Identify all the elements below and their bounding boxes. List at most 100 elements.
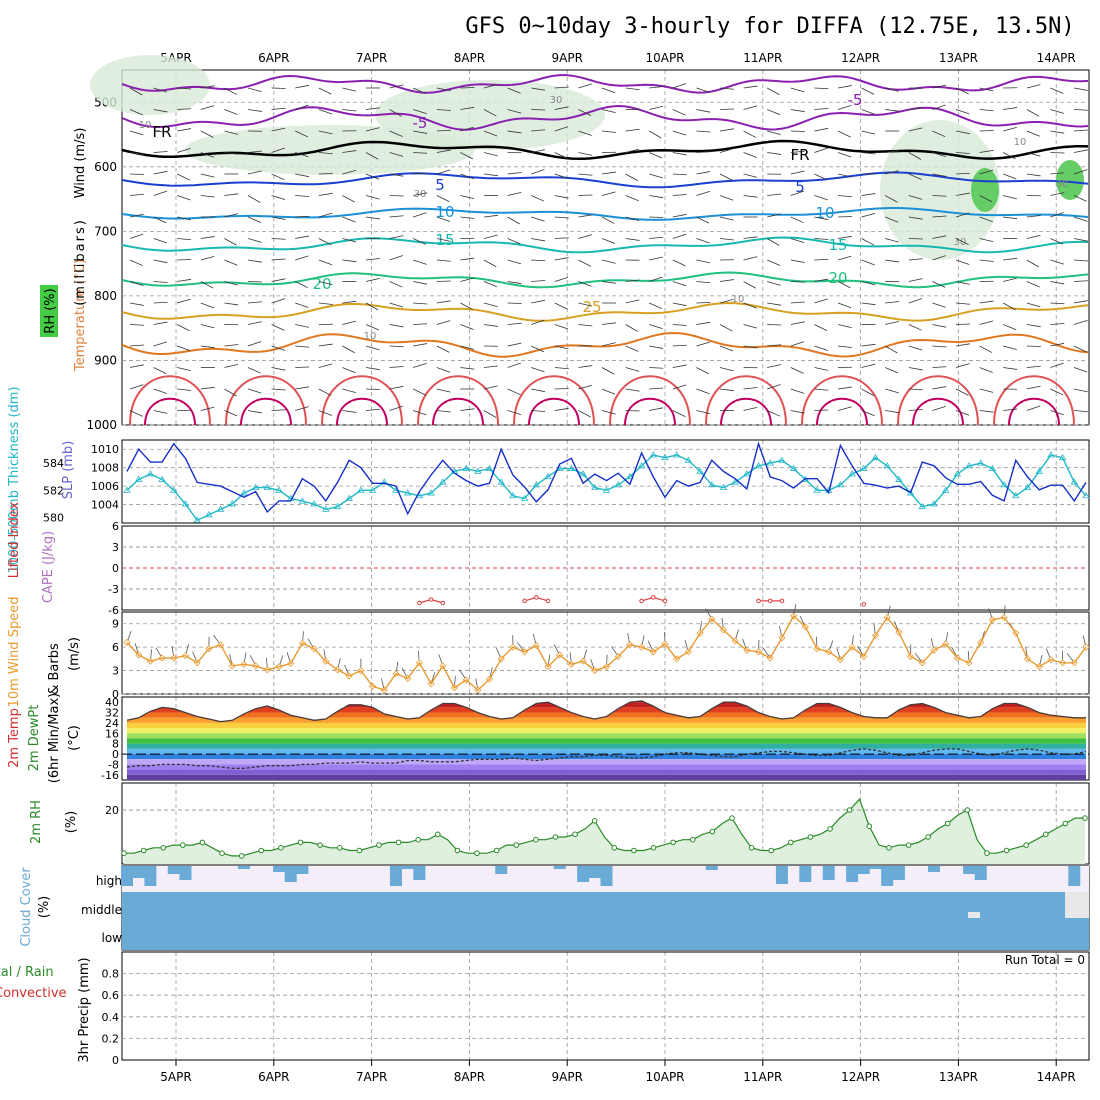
cape-label: CAPE (J/kg) <box>41 531 56 603</box>
wind-barb <box>625 324 638 332</box>
wind-barb <box>295 345 310 348</box>
wind-barb <box>129 193 144 196</box>
temp-tick: 0 <box>112 748 119 761</box>
wind-barb <box>743 324 758 329</box>
thickness-marker <box>1047 451 1055 458</box>
wind-barb <box>531 238 546 242</box>
li-marker <box>534 595 539 600</box>
wind-barb <box>955 363 970 368</box>
wind-barb <box>153 259 168 264</box>
cloud-high-bar <box>273 866 286 872</box>
wind-barb <box>955 109 970 115</box>
wind-barb <box>1050 192 1065 196</box>
thickness-marker <box>977 459 985 466</box>
wind-barb <box>1003 173 1017 180</box>
wind-barb <box>1073 129 1088 132</box>
wind-barb <box>767 193 782 196</box>
wind-barb <box>625 367 640 372</box>
thickness-marker <box>871 453 880 461</box>
contour-40 <box>816 397 868 426</box>
wind-barb <box>861 238 875 246</box>
rh-contour-label: 10 <box>732 294 745 305</box>
wind-barb <box>224 87 237 95</box>
wind-tick: 9 <box>112 618 119 631</box>
wind-barb <box>295 173 310 178</box>
wind-barb <box>601 216 615 224</box>
thickness-marker <box>462 464 470 471</box>
wind-barb <box>247 388 262 394</box>
rh2m-marker <box>611 845 618 851</box>
wind-barb <box>908 173 922 180</box>
wind-barb <box>295 104 309 110</box>
wind-barb <box>790 301 805 304</box>
rh-tick: 20 <box>105 804 119 817</box>
wind-barb <box>885 259 900 263</box>
wind-barb <box>767 130 781 136</box>
li-marker <box>650 595 656 600</box>
temp-tick: 16 <box>105 727 119 740</box>
temp-band <box>127 759 1086 765</box>
rh2m-marker <box>944 820 951 827</box>
contour-35 <box>897 375 979 426</box>
wind-barb <box>979 87 994 92</box>
wind-barb <box>696 109 711 113</box>
wind-barb <box>507 216 520 225</box>
wind-barb <box>1026 302 1041 308</box>
wind-barb <box>318 212 333 218</box>
cloud-high-bar <box>799 866 812 882</box>
wind-barb <box>837 302 852 309</box>
wind-barb <box>649 105 663 110</box>
upper-air-labels: Wind (m/s) Temperature (°C) RH (%) (mill… <box>40 128 88 372</box>
contour-40 <box>624 397 676 426</box>
wind-barb <box>578 109 592 116</box>
wind-tick: 0 <box>112 688 119 701</box>
wind-barb <box>507 362 521 368</box>
wind-barb <box>1026 365 1041 368</box>
wind-barb <box>436 388 451 393</box>
wind-barb <box>955 388 969 396</box>
wind-barb <box>601 109 616 114</box>
temp-band <box>127 748 1086 755</box>
thickness-marker <box>895 475 903 482</box>
wind-barb <box>696 341 710 347</box>
wind-barb <box>342 195 355 203</box>
wind-barb <box>483 385 498 390</box>
wind-barb <box>177 128 192 132</box>
wind-barb <box>531 169 545 175</box>
temp-band <box>127 728 1086 734</box>
wind-barb <box>979 345 993 353</box>
wind-barb <box>129 410 143 417</box>
wind-barb <box>625 195 639 202</box>
cloud-high-bar <box>577 866 590 882</box>
contour-25 <box>121 301 1089 322</box>
wind-barb <box>790 259 805 263</box>
wind-barb <box>767 302 782 306</box>
wind-barb <box>554 126 569 132</box>
wind-barb <box>719 324 733 332</box>
precip-tick: 0 <box>112 1054 119 1067</box>
wind-barb <box>767 281 781 286</box>
wind-barb <box>247 341 262 347</box>
wind-barb <box>460 367 475 370</box>
date-label: 14APR <box>1037 1070 1076 1084</box>
wind-barb <box>790 87 805 93</box>
li-tick: -6 <box>108 604 119 617</box>
wind-barb <box>861 388 875 397</box>
wind10-line <box>126 614 1087 692</box>
rh-shading <box>1056 160 1084 200</box>
contour-35 <box>801 375 883 426</box>
wind-barb <box>908 127 923 132</box>
wind-barb <box>979 169 994 175</box>
wind-barb <box>318 302 333 305</box>
wind-barb <box>790 109 805 113</box>
wind-barb <box>601 342 616 347</box>
wind-barb <box>554 237 569 239</box>
wind-barb <box>389 255 403 261</box>
wind-barb <box>342 300 357 304</box>
precip-tick: 0.8 <box>102 968 120 981</box>
rh2m-panel: 20 <box>105 782 1090 865</box>
wind-barb <box>601 388 616 395</box>
cloud-cover-label: Cloud Cover <box>19 867 34 947</box>
wind-barb <box>177 87 192 90</box>
